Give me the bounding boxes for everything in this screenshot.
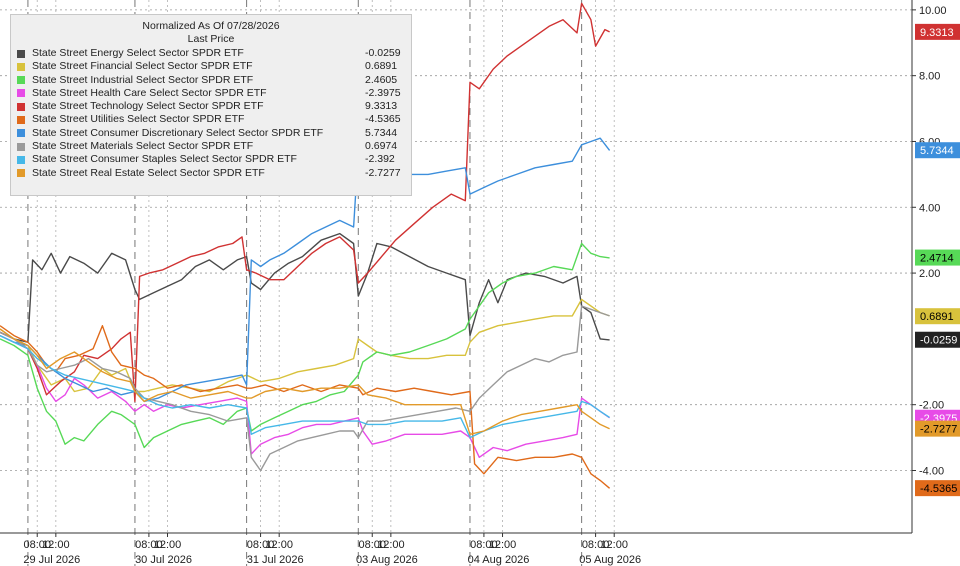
legend-rows: State Street Energy Select Sector SPDR E… (11, 47, 411, 180)
x-day-label: 03 Aug 2026 (356, 554, 418, 566)
legend-last-price: 5.7344 (365, 126, 398, 139)
legend-entry: State Street Consumer Staples Select Sec… (11, 153, 411, 166)
series-line (0, 242, 610, 449)
y-tick-label: 8.00 (919, 71, 940, 83)
legend-last-price: -0.0259 (365, 47, 401, 59)
legend-series-name: State Street Materials Select Sector SPD… (32, 140, 254, 153)
last-value-badge (915, 480, 960, 497)
legend-swatch (17, 49, 25, 58)
last-value-badge (915, 308, 960, 325)
last-value-label: -0.0259 (920, 335, 957, 347)
legend-entry: State Street Consumer Discretionary Sele… (11, 127, 411, 140)
x-day-label: 04 Aug 2026 (468, 554, 530, 566)
legend-last-price: 9.3313 (365, 100, 398, 113)
legend-series-name: State Street Consumer Staples Select Sec… (32, 153, 297, 166)
series-line (0, 137, 611, 403)
legend-series-name: State Street Financial Select Sector SPD… (32, 60, 253, 73)
x-tick-label: 08:00 (582, 539, 610, 551)
legend-swatch (17, 76, 25, 85)
x-tick-label: 12:00 (154, 539, 182, 551)
legend-swatch (17, 142, 25, 151)
legend-swatch (17, 62, 25, 71)
series-line (0, 305, 610, 472)
series-line (0, 298, 610, 393)
last-value-label: 0.6891 (920, 311, 954, 323)
y-tick-label: -2.00 (919, 400, 944, 412)
legend-last-price: 2.4605 (365, 73, 398, 86)
x-tick-label: 08:00 (23, 539, 51, 551)
last-value-badges: 9.33135.73442.47140.6891-0.0259-2.3975-2… (915, 23, 960, 497)
legend-series-name: State Street Industrial Select Sector SP… (32, 73, 254, 86)
last-value-label: 2.4714 (920, 253, 954, 265)
legend-series-name: State Street Technology Select Sector SP… (32, 100, 264, 113)
x-day-label: 29 Jul 2026 (23, 554, 80, 566)
legend-last-price: -4.5365 (365, 113, 401, 126)
y-tick-label: 10.00 (919, 5, 947, 17)
series-line (0, 334, 610, 439)
x-tick-label: 08:00 (470, 539, 498, 551)
legend-swatch (17, 115, 25, 124)
legend-entry: State Street Technology Select Sector SP… (11, 100, 411, 113)
legend: Normalized As Of 07/28/2026 Last Price S… (10, 14, 412, 196)
legend-entry: State Street Financial Select Sector SPD… (11, 60, 411, 73)
legend-last-price: 0.6891 (365, 60, 398, 73)
legend-swatch (17, 89, 25, 98)
x-tick-label: 08:00 (135, 539, 163, 551)
last-value-badge (915, 331, 960, 348)
last-value-badge (915, 142, 960, 159)
x-tick-label: 12:00 (600, 539, 628, 551)
legend-series-name: State Street Real Estate Select Sector S… (32, 166, 265, 179)
x-tick-label: 12:00 (377, 539, 405, 551)
last-value-badge (915, 420, 960, 437)
x-tick-label: 12:00 (42, 539, 70, 551)
x-tick-label: 12:00 (265, 539, 293, 551)
legend-series-name: State Street Utilities Select Sector SPD… (32, 113, 245, 126)
legend-swatch (17, 102, 25, 111)
last-value-badge (915, 23, 960, 40)
last-value-label: -4.5365 (920, 483, 957, 495)
legend-last-price: -2.7277 (365, 166, 401, 179)
legend-subtitle: Last Price (187, 33, 235, 45)
series-line (0, 2, 610, 403)
y-tick-label: -4.00 (919, 465, 944, 477)
x-day-label: 30 Jul 2026 (135, 554, 192, 566)
legend-series-name: State Street Consumer Discretionary Sele… (32, 126, 324, 139)
legend-entry: State Street Industrial Select Sector SP… (11, 74, 411, 87)
legend-last-price: -2.3975 (365, 86, 401, 99)
x-day-label: 31 Jul 2026 (247, 554, 304, 566)
y-tick-label: 2.00 (919, 268, 940, 280)
y-tick-label: 4.00 (919, 202, 940, 214)
x-day-label: 05 Aug 2026 (579, 554, 641, 566)
x-tick-label: 12:00 (489, 539, 517, 551)
series-line (0, 334, 610, 458)
legend-entry: State Street Energy Select Sector SPDR E… (11, 47, 411, 60)
series-lines (0, 2, 611, 489)
legend-entry: State Street Real Estate Select Sector S… (11, 167, 411, 180)
last-value-label: 5.7344 (920, 145, 954, 157)
series-line (0, 328, 610, 435)
legend-last-price: 0.6974 (365, 140, 398, 153)
last-value-badge (915, 249, 960, 266)
x-tick-label: 08:00 (247, 539, 275, 551)
legend-swatch (17, 155, 25, 164)
legend-series-name: State Street Energy Select Sector SPDR E… (32, 47, 244, 59)
legend-series-name: State Street Health Care Select Sector S… (32, 86, 267, 99)
x-tick-label: 08:00 (358, 539, 386, 551)
legend-entry: State Street Utilities Select Sector SPD… (11, 113, 411, 126)
legend-entry: State Street Materials Select Sector SPD… (11, 140, 411, 153)
series-line (0, 232, 610, 343)
last-value-label: -2.7277 (920, 424, 957, 436)
last-value-label: 9.3313 (920, 27, 954, 39)
legend-title: Normalized As Of 07/28/2026 (142, 20, 280, 32)
legend-swatch (17, 129, 25, 138)
legend-entry: State Street Health Care Select Sector S… (11, 87, 411, 100)
legend-last-price: -2.392 (365, 153, 395, 166)
series-line (0, 325, 611, 489)
legend-swatch (17, 169, 25, 178)
